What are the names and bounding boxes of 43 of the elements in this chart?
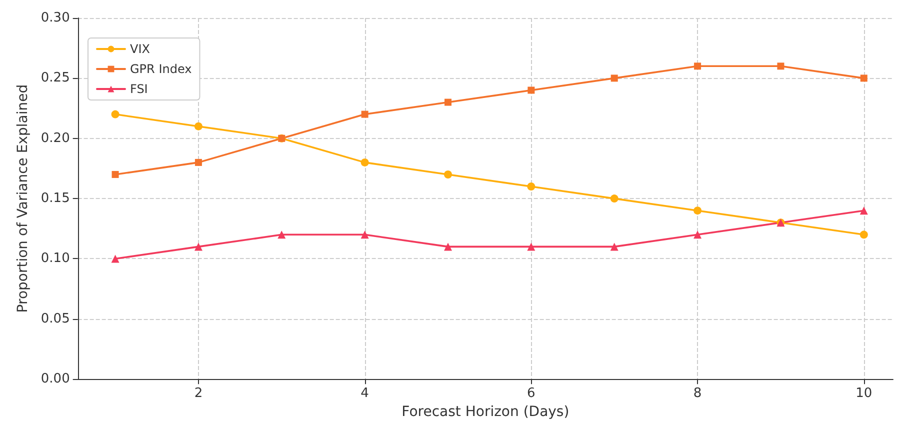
x-tick-label: 2: [194, 386, 203, 402]
legend-label: VIX: [130, 42, 150, 56]
point: [112, 170, 119, 178]
y-tick-label: 0.15: [40, 191, 70, 206]
point: [360, 158, 369, 166]
y-axis-title: Proportion of Variance Explained: [15, 84, 31, 313]
point: [528, 86, 535, 94]
point: [610, 194, 618, 203]
x-tick-label: 8: [693, 386, 702, 402]
x-tick-label: 4: [360, 386, 369, 402]
point: [360, 230, 369, 239]
point: [444, 170, 452, 178]
y-tick-label: 0.05: [40, 311, 70, 326]
point: [610, 74, 618, 82]
point: [610, 242, 618, 251]
point: [694, 230, 702, 239]
point: [194, 242, 202, 251]
point: [278, 230, 286, 239]
point: [694, 206, 702, 215]
legend-label: GPR Index: [130, 62, 192, 76]
legend-label: FSI: [130, 82, 148, 96]
point: [111, 110, 120, 118]
x-axis-title: Forecast Horizon (Days): [402, 404, 570, 420]
point: [194, 122, 202, 130]
point: [527, 242, 536, 251]
point: [111, 254, 120, 263]
point: [527, 182, 536, 191]
y-tick-label: 0.20: [40, 130, 70, 146]
y-tick-label: 0.10: [40, 251, 70, 266]
y-tick-label: 0.30: [40, 10, 70, 26]
point: [361, 110, 368, 118]
point: [444, 242, 452, 251]
point: [860, 206, 868, 215]
point: [777, 62, 784, 70]
x-tick-label: 10: [856, 386, 872, 402]
y-tick-label: 0.00: [40, 372, 70, 387]
point: [860, 230, 868, 239]
y-tick-label: 0.25: [40, 70, 70, 86]
point: [694, 62, 702, 70]
point: [444, 98, 452, 106]
point: [194, 158, 202, 166]
x-tick-label: 6: [527, 386, 536, 402]
point: [860, 74, 868, 82]
